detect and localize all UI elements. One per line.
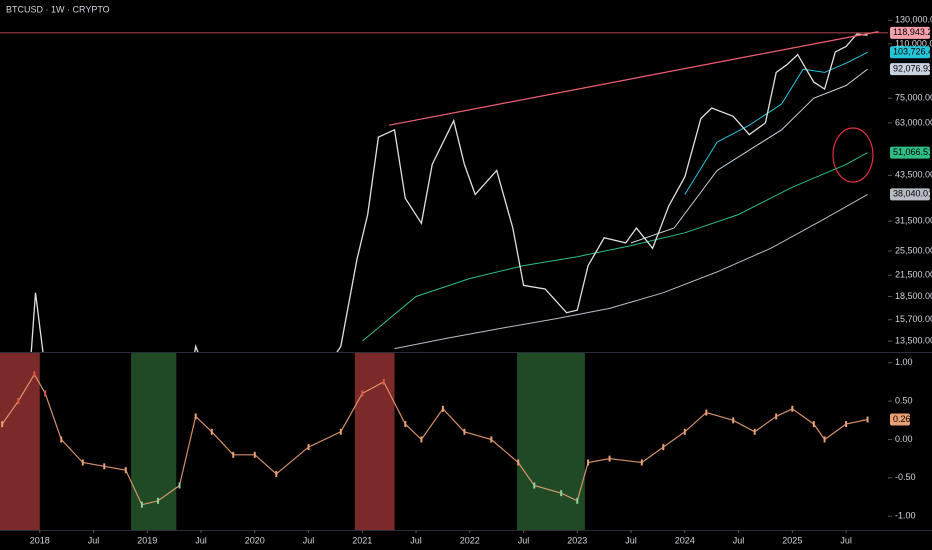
- zone: [517, 353, 585, 530]
- x-tick-label: 2024: [675, 535, 695, 545]
- y-tick-label: 110,000.00: [895, 38, 932, 48]
- price-label-box: [890, 146, 930, 159]
- y-tick-label: 130,000.00: [895, 15, 932, 25]
- price-label: 38,040.01: [893, 189, 932, 199]
- y-tick-label: 63,000.00: [895, 117, 932, 127]
- y-tick-label: 15,700.00: [895, 314, 932, 324]
- x-tick-label: 2019: [137, 535, 157, 545]
- x-tick-label: Jul: [840, 535, 852, 545]
- price-label-box: [890, 63, 930, 76]
- price-label: 92,076.93: [893, 64, 932, 74]
- x-tick-label: Jul: [518, 535, 530, 545]
- price-label-box: [890, 188, 930, 201]
- x-tick-label: Jul: [410, 535, 422, 545]
- y-tick-label: 75,000.00: [895, 93, 932, 103]
- x-tick-label: 2025: [782, 535, 802, 545]
- price-line: [30, 33, 868, 352]
- price-label-box: [890, 26, 930, 39]
- x-tick-label: Jul: [303, 535, 315, 545]
- zone: [131, 353, 177, 530]
- y-tick-label: 43,500.00: [895, 170, 932, 180]
- x-tick-label: Jul: [733, 535, 745, 545]
- y-tick-label: 25,500.00: [895, 245, 932, 255]
- x-tick-label: 2023: [567, 535, 587, 545]
- x-tick-label: 2018: [30, 535, 50, 545]
- chart-title: BTCUSD · 1W · CRYPTO: [6, 4, 110, 14]
- indicator-line: [361, 152, 868, 342]
- osc-label: 0.26: [893, 414, 911, 424]
- price-label: 103,726.45: [893, 47, 932, 57]
- zone: [0, 353, 40, 530]
- price-label-box: [890, 46, 930, 59]
- osc-tick-label: -0.50: [895, 472, 916, 482]
- zone: [354, 353, 395, 530]
- x-tick-label: 2020: [245, 535, 265, 545]
- price-plot: [30, 31, 879, 352]
- y-tick-label: 18,500.00: [895, 291, 932, 301]
- price-label: 118,943.29: [893, 27, 932, 37]
- osc-tick-label: 0.50: [895, 395, 913, 405]
- y-tick-label: 21,500.00: [895, 270, 932, 280]
- x-tick-label: Jul: [625, 535, 637, 545]
- osc-tick-label: 0.00: [895, 434, 913, 444]
- osc-label-box: [890, 413, 910, 426]
- x-tick-label: 2022: [460, 535, 480, 545]
- price-label: 51,066.51: [893, 147, 932, 157]
- osc-tick-label: 1.00: [895, 357, 913, 367]
- indicator-line: [684, 51, 868, 195]
- x-tick-label: 2021: [352, 535, 372, 545]
- y-tick-label: 31,500.00: [895, 215, 932, 225]
- indicator-line: [630, 68, 868, 244]
- trend-line: [389, 31, 879, 126]
- highlight-circle: [832, 127, 874, 183]
- indicator-line: [394, 193, 868, 350]
- osc-tick-label: -1.00: [895, 511, 916, 521]
- y-tick-label: 13,500.00: [895, 335, 932, 345]
- x-tick-label: Jul: [195, 535, 207, 545]
- x-tick-label: Jul: [88, 535, 100, 545]
